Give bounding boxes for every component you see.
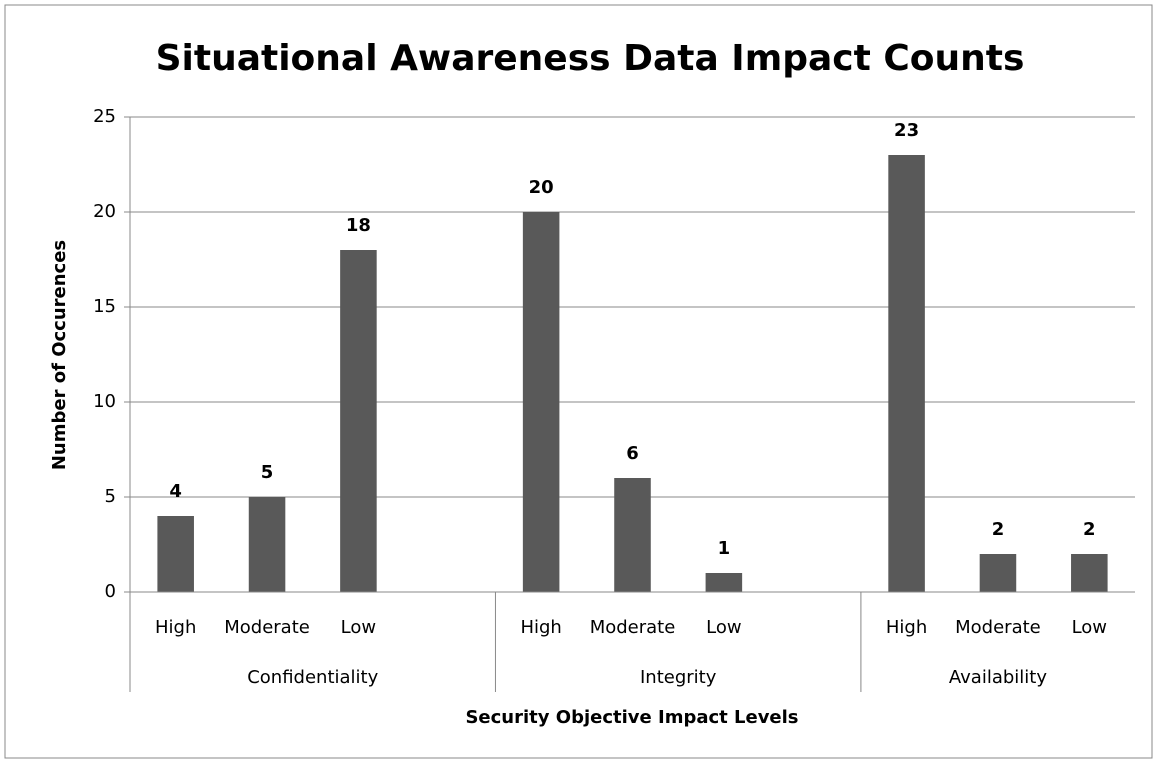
y-tick-label: 10 xyxy=(93,391,116,412)
chart-frame xyxy=(4,4,1153,759)
bar xyxy=(522,212,560,592)
x-tick-label: High xyxy=(520,617,561,638)
data-label: 2 xyxy=(1083,519,1096,540)
x-axis-label: Security Objective Impact Levels xyxy=(465,707,798,728)
data-label: 20 xyxy=(529,177,554,198)
x-tick-label: Low xyxy=(341,617,376,638)
y-tick-label: 20 xyxy=(93,201,116,222)
y-axis-label: Number of Occurences xyxy=(49,240,70,470)
group-label: Confidentiality xyxy=(247,667,378,688)
data-label: 5 xyxy=(261,462,274,483)
x-tick-label: Low xyxy=(706,617,741,638)
y-tick-label: 5 xyxy=(105,486,116,507)
x-tick-label: Moderate xyxy=(955,617,1041,638)
bar xyxy=(705,573,743,592)
bar xyxy=(614,478,651,592)
data-label: 18 xyxy=(346,215,371,236)
group-label: Availability xyxy=(949,667,1047,688)
data-label: 4 xyxy=(169,481,182,502)
bar xyxy=(340,250,377,592)
chart-title: Situational Awareness Data Impact Counts xyxy=(156,38,1025,79)
bar xyxy=(248,497,286,592)
data-label: 2 xyxy=(992,519,1005,540)
data-label: 6 xyxy=(626,443,639,464)
bar xyxy=(979,554,1017,592)
group-label: Integrity xyxy=(640,667,717,688)
x-tick-label: High xyxy=(886,617,927,638)
x-tick-label: Moderate xyxy=(590,617,676,638)
y-tick-label: 0 xyxy=(105,581,116,602)
data-label: 23 xyxy=(894,120,919,141)
x-tick-label: High xyxy=(155,617,196,638)
bar xyxy=(1071,554,1108,592)
bar xyxy=(888,155,925,592)
bar xyxy=(157,516,194,592)
data-label: 1 xyxy=(718,538,731,559)
x-tick-label: Low xyxy=(1072,617,1107,638)
y-tick-label: 15 xyxy=(93,296,116,317)
x-tick-label: Moderate xyxy=(224,617,310,638)
y-tick-label: 25 xyxy=(93,106,116,127)
